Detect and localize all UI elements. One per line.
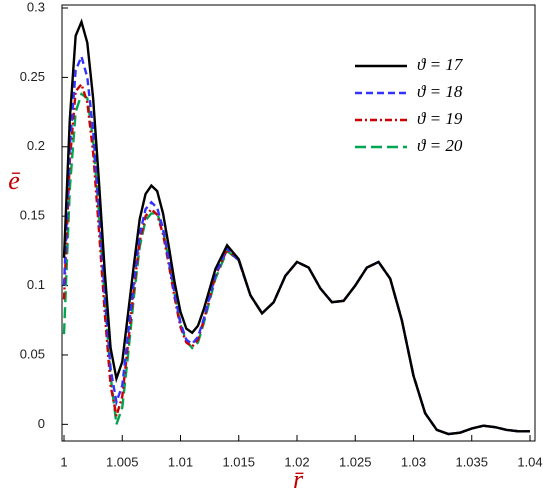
series-line [62,18,530,436]
x-tick-label: 1.01 [168,454,193,469]
legend-text: ϑ = 20 [417,136,463,155]
legend-text: ϑ = 19 [417,109,463,128]
x-axis-label: r̄ [293,465,304,494]
y-tick-label: 0.1 [27,277,45,292]
x-tick-label: 1.025 [339,454,372,469]
x-tick-label: 1 [60,454,67,469]
y-tick-label: 0.2 [27,138,45,153]
x-tick-label: 1.015 [222,454,255,469]
y-axis-label: ē [8,166,20,195]
x-tick-label: 1.005 [106,454,139,469]
y-tick-label: 0.3 [27,0,45,14]
x-tick-label: 1.035 [455,454,488,469]
y-tick-label: 0.25 [20,69,45,84]
x-tick-label: 1.02 [284,454,309,469]
legend-text: ϑ = 17 [417,55,464,74]
plot-frame [61,4,536,442]
x-tick-label: 1.04 [517,454,542,469]
series-line [62,52,530,436]
legend-text: ϑ = 18 [417,82,463,101]
x-tick-label: 1.03 [401,454,426,469]
y-tick-label: 0.05 [20,346,45,361]
y-tick-label: 0 [38,416,45,431]
series-line [62,81,530,436]
y-tick-label: 0.15 [20,208,45,223]
